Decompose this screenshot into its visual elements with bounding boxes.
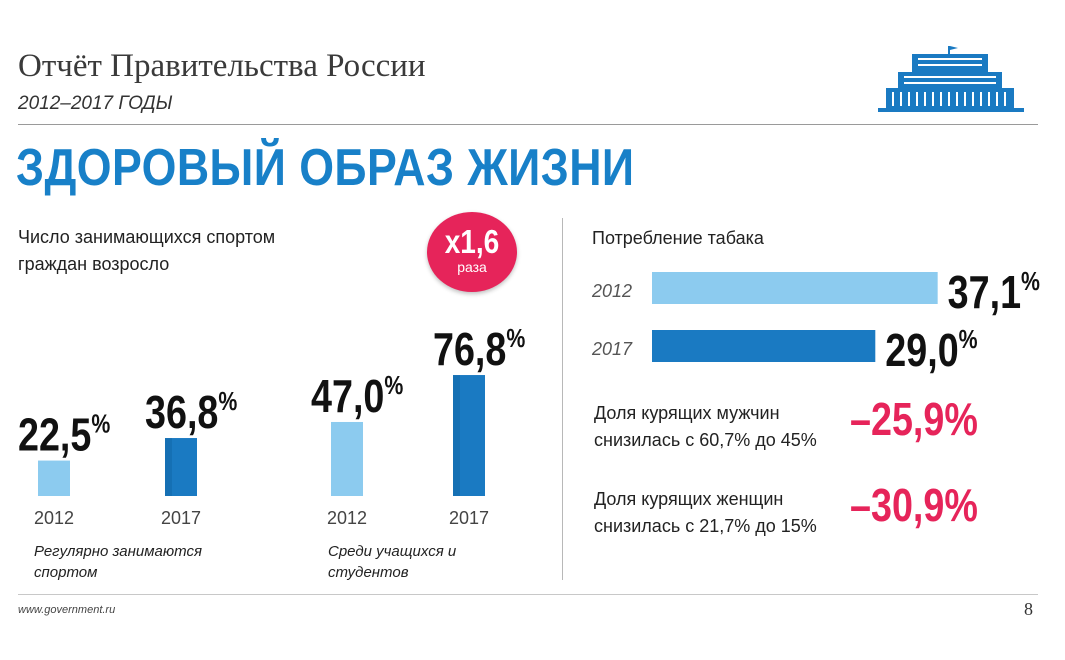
tobacco-value-label: 29,0% [885, 324, 977, 375]
bar-2-2017 [453, 375, 485, 496]
bar-1-2012 [38, 460, 70, 496]
sports-heading: Число занимающихся спортом граждан возро… [18, 227, 276, 274]
growth-badge: x1,6 раза [427, 212, 517, 292]
tobacco-bar-chart: 2012 37,1% 2017 29,0% [591, 266, 1040, 375]
group2-caption: Среди учащихся и студентов [328, 543, 457, 581]
bar-2-2012 [331, 421, 363, 496]
year-label: 2012 [34, 508, 74, 528]
year-label: 2017 [591, 339, 633, 359]
group1-caption: Регулярно занимаются спортом [34, 543, 202, 581]
unit-label: % [1021, 267, 1040, 297]
report-years: 2012–2017 ГОДЫ [18, 93, 173, 114]
women-smoking-text: Доля курящих женщин снизилась с 21,7% до… [594, 489, 817, 536]
bar-1-2017 [165, 438, 197, 496]
unit-label: % [91, 410, 110, 440]
women-smoking-change: –30,9% [850, 479, 978, 531]
bar-shade [165, 438, 172, 496]
unit-label: % [959, 325, 978, 355]
section-divider [562, 218, 563, 580]
men-smoking-text: Доля курящих мужчин снизилась с 60,7% до… [594, 403, 817, 450]
year-label: 2012 [327, 508, 367, 528]
bar-value-label: 36,8% [145, 386, 237, 437]
unit-label: % [384, 371, 403, 401]
page-number: 8 [1024, 599, 1033, 619]
tobacco-bar-2012 [652, 272, 938, 304]
main-title: ЗДОРОВЫЙ ОБРАЗ ЖИЗНИ [16, 139, 635, 197]
sports-bar-chart: 22,5% 2012 36,8% 2017 47,0% 2012 76,8% 2017 [18, 323, 525, 528]
tobacco-heading: Потребление табака [592, 228, 764, 248]
bar-shade [453, 375, 460, 496]
year-label: 2017 [161, 508, 201, 528]
unit-label: % [218, 387, 237, 417]
bar-value-label: 76,8% [433, 323, 525, 374]
unit-label: % [506, 324, 525, 354]
header-divider [18, 124, 1038, 125]
government-building-icon [878, 46, 1024, 112]
tobacco-bar-2017 [652, 330, 876, 362]
footer-divider [18, 594, 1038, 595]
bar-value-label: 47,0% [311, 370, 403, 421]
year-label: 2017 [449, 508, 489, 528]
report-title: Отчёт Правительства России [18, 48, 426, 84]
growth-badge-value: x1,6 [444, 223, 500, 260]
website-link: www.government.ru [18, 604, 116, 616]
tobacco-value-label: 37,1% [948, 266, 1040, 317]
men-smoking-change: –25,9% [850, 393, 978, 445]
year-label: 2012 [591, 281, 632, 301]
bar-value-label: 22,5% [18, 409, 110, 460]
growth-badge-unit: раза [457, 259, 487, 275]
